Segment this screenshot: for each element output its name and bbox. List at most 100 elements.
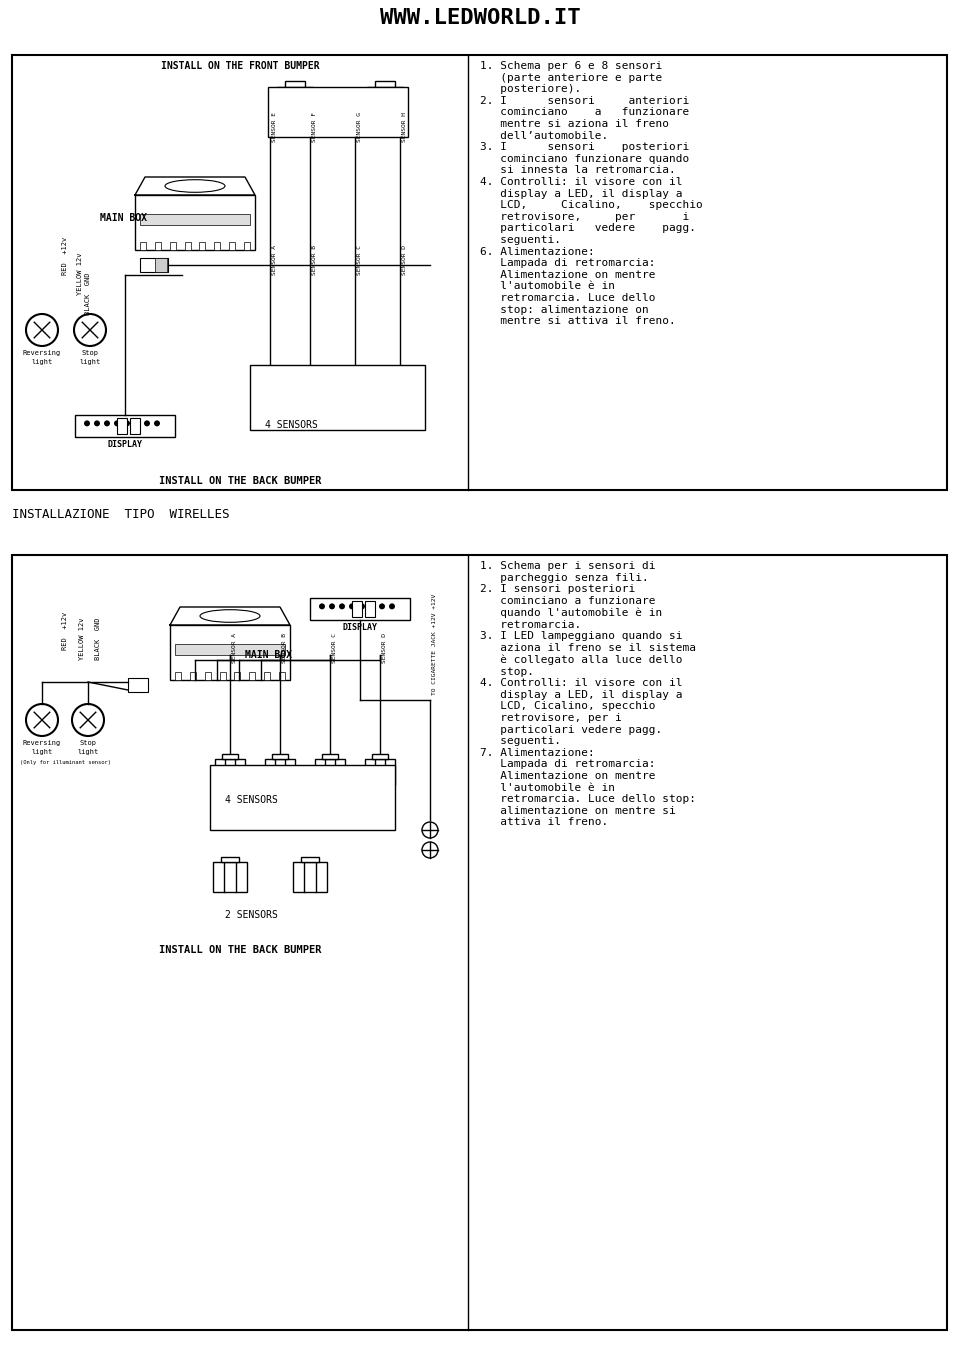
- Bar: [128, 678, 148, 692]
- Bar: [365, 601, 375, 617]
- Bar: [12, 555, 947, 1329]
- Bar: [210, 765, 395, 830]
- Text: YELLOW 12v: YELLOW 12v: [79, 617, 85, 660]
- Circle shape: [104, 420, 110, 427]
- Text: Reversing: Reversing: [23, 350, 61, 356]
- Ellipse shape: [200, 610, 260, 622]
- Text: light: light: [78, 749, 99, 756]
- Text: TO CIGARETTE JACK +12V +12V: TO CIGARETTE JACK +12V +12V: [432, 594, 437, 695]
- Bar: [300, 857, 320, 862]
- Bar: [384, 370, 416, 399]
- Bar: [117, 418, 127, 434]
- Bar: [279, 672, 285, 680]
- Circle shape: [359, 603, 365, 609]
- Text: SENSOR G: SENSOR G: [357, 112, 362, 141]
- Circle shape: [422, 822, 438, 838]
- Text: DISPLAY: DISPLAY: [343, 624, 377, 632]
- Bar: [310, 598, 410, 620]
- Text: Stop: Stop: [80, 740, 97, 746]
- Bar: [221, 857, 239, 862]
- Bar: [155, 242, 161, 251]
- Bar: [175, 672, 181, 680]
- Text: SENSOR H: SENSOR H: [402, 112, 407, 141]
- Text: 1. Schema per i sensori di
   parcheggio senza fili.
2. I sensori posteriori
   : 1. Schema per i sensori di parcheggio se…: [480, 560, 696, 827]
- Bar: [140, 214, 250, 225]
- Text: 2 SENSORS: 2 SENSORS: [225, 911, 277, 920]
- Text: SENSOR A: SENSOR A: [272, 245, 277, 275]
- Text: SENSOR E: SENSOR E: [272, 112, 277, 141]
- Text: SENSOR C: SENSOR C: [357, 245, 362, 275]
- Circle shape: [134, 420, 140, 427]
- Circle shape: [124, 420, 130, 427]
- Bar: [214, 242, 220, 251]
- Bar: [184, 242, 191, 251]
- Text: INSTALL ON THE BACK BUMPER: INSTALL ON THE BACK BUMPER: [158, 475, 322, 486]
- Bar: [220, 672, 226, 680]
- Circle shape: [26, 314, 58, 346]
- Bar: [285, 81, 305, 88]
- Circle shape: [26, 704, 58, 735]
- Bar: [130, 418, 140, 434]
- Text: MAIN BOX: MAIN BOX: [245, 651, 292, 660]
- Bar: [294, 370, 326, 399]
- Text: light: light: [32, 749, 53, 756]
- Bar: [264, 672, 270, 680]
- Circle shape: [94, 420, 100, 427]
- Bar: [250, 365, 425, 430]
- Text: INSTALL ON THE FRONT BUMPER: INSTALL ON THE FRONT BUMPER: [160, 61, 320, 71]
- Bar: [170, 242, 176, 251]
- Text: light: light: [32, 360, 53, 365]
- Bar: [261, 366, 278, 370]
- Text: INSTALL ON THE BACK BUMPER: INSTALL ON THE BACK BUMPER: [158, 946, 322, 955]
- Bar: [234, 672, 240, 680]
- Bar: [175, 644, 285, 655]
- Bar: [315, 758, 345, 785]
- Bar: [347, 366, 364, 370]
- Ellipse shape: [165, 179, 225, 193]
- Text: RED  +12v: RED +12v: [62, 237, 68, 275]
- Text: SENSOR D: SENSOR D: [402, 245, 407, 275]
- Circle shape: [349, 603, 355, 609]
- Bar: [322, 754, 338, 758]
- Circle shape: [329, 603, 335, 609]
- Bar: [200, 242, 205, 251]
- Bar: [265, 758, 295, 785]
- Bar: [190, 672, 196, 680]
- Bar: [367, 88, 403, 123]
- Bar: [392, 366, 409, 370]
- Bar: [229, 242, 235, 251]
- Circle shape: [84, 420, 90, 427]
- Bar: [244, 242, 250, 251]
- Circle shape: [154, 420, 160, 427]
- Bar: [254, 370, 286, 399]
- Bar: [222, 754, 238, 758]
- Text: DISPLAY: DISPLAY: [108, 440, 142, 449]
- Bar: [301, 366, 319, 370]
- Circle shape: [339, 603, 345, 609]
- Bar: [250, 672, 255, 680]
- Circle shape: [74, 314, 106, 346]
- Bar: [170, 625, 290, 680]
- Bar: [365, 758, 395, 785]
- Text: WWW.LEDWORLD.IT: WWW.LEDWORLD.IT: [380, 8, 580, 28]
- Text: SENSOR B: SENSOR B: [312, 245, 317, 275]
- Text: SENSOR A: SENSOR A: [232, 633, 237, 663]
- Text: RED  +12v: RED +12v: [62, 612, 68, 651]
- Bar: [155, 259, 167, 272]
- Text: light: light: [80, 360, 101, 365]
- Text: SENSOR B: SENSOR B: [282, 633, 287, 663]
- Bar: [272, 754, 288, 758]
- Text: 4 SENSORS: 4 SENSORS: [265, 420, 318, 430]
- Bar: [375, 81, 395, 88]
- Circle shape: [369, 603, 375, 609]
- Text: MAIN BOX: MAIN BOX: [100, 213, 147, 224]
- Text: SENSOR D: SENSOR D: [382, 633, 387, 663]
- Text: Reversing: Reversing: [23, 740, 61, 746]
- Text: INSTALLAZIONE  TIPO  WIRELLES: INSTALLAZIONE TIPO WIRELLES: [12, 508, 229, 521]
- Circle shape: [144, 420, 150, 427]
- Bar: [352, 601, 362, 617]
- Bar: [293, 862, 327, 892]
- Circle shape: [72, 704, 104, 735]
- Text: BLACK  GND: BLACK GND: [85, 272, 91, 315]
- Text: Stop: Stop: [82, 350, 99, 356]
